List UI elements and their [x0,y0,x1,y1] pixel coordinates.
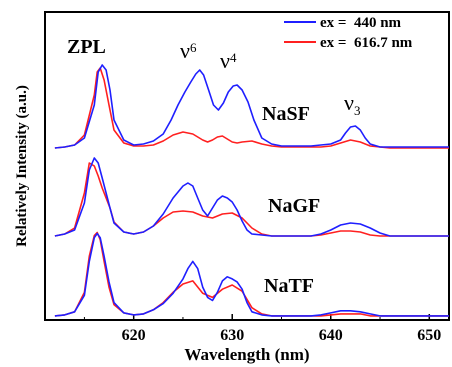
zpl-annotation: ZPL [67,36,106,58]
series-nasf-red [54,67,449,149]
nu4-subscript: 4 [230,50,237,65]
panel-label-nasf: NaSF [262,103,310,125]
x-tick-label-650: 650 [417,327,441,344]
spectra-curves [54,64,449,317]
x-axis-ticks: 620 630 640 650 [83,314,441,344]
panel-label-nagf: NaGF [268,195,320,217]
legend: ex = 440 nm ex = 616.7 nm [284,15,413,51]
series-nagf-red [54,162,449,237]
nu3-annotation: ν3 [344,90,360,118]
x-tick-label-640: 640 [319,327,343,344]
x-axis-title: Wavelength (nm) [184,345,309,364]
series-natf-blue [54,232,449,317]
legend-label-red: ex = 616.7 nm [320,35,413,51]
x-tick-label-630: 630 [220,327,244,344]
nu3-subscript: 3 [354,103,361,118]
nu6-annotation: ν6 [180,38,197,63]
nu6-subscript: 6 [190,40,197,55]
legend-label-blue: ex = 440 nm [320,15,402,31]
plot-frame [44,11,450,321]
x-tick-label-620: 620 [122,327,146,344]
nu4-symbol: ν [220,48,230,73]
series-nasf-blue [54,64,449,149]
y-axis-title: Relatively Intensity (a.u.) [14,85,30,247]
nu4-annotation: ν4 [220,48,237,73]
panel-label-natf: NaTF [264,275,314,297]
nu6-symbol: ν [180,38,190,63]
series-nagf-blue [54,157,449,237]
nu3-symbol: ν [344,90,354,115]
